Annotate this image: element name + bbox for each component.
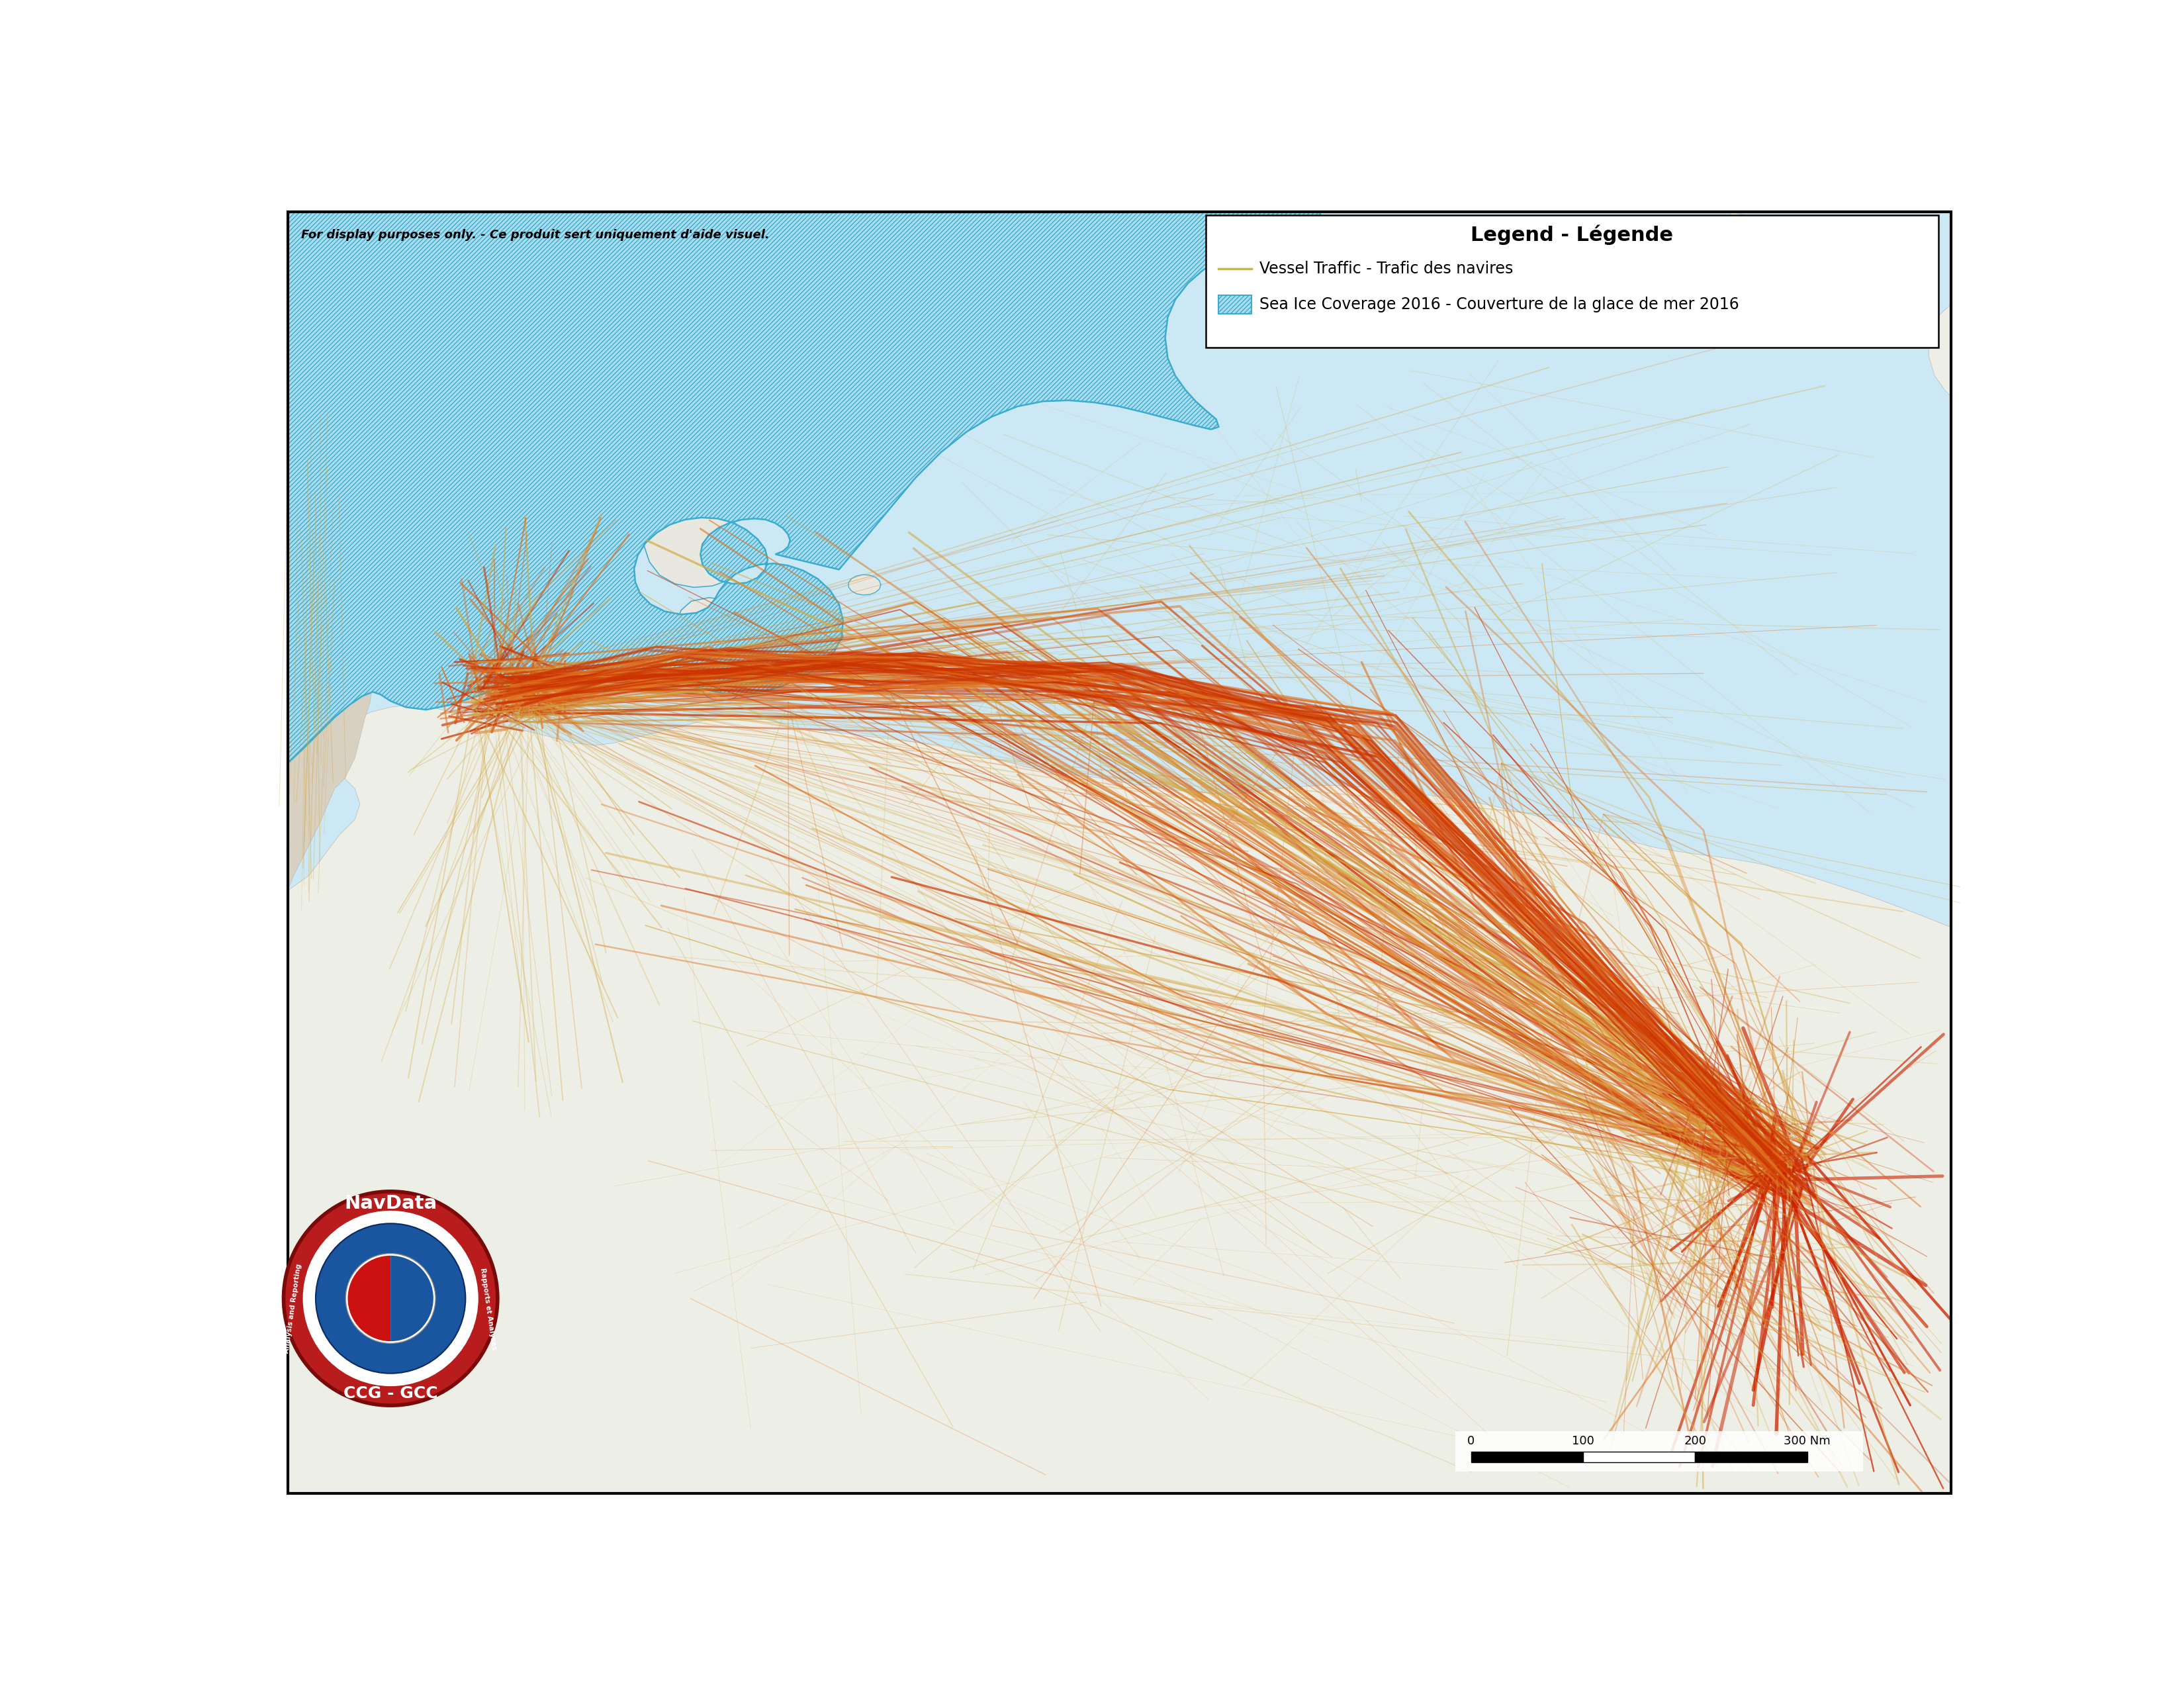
Circle shape [304, 1210, 478, 1386]
Text: 100: 100 [1572, 1435, 1594, 1447]
Text: 300 Nm: 300 Nm [1784, 1435, 1830, 1447]
Text: Analysis and Reporting: Analysis and Reporting [284, 1263, 304, 1354]
Bar [1583, 1452, 1695, 1462]
Polygon shape [288, 704, 1950, 1494]
Polygon shape [1928, 304, 1950, 397]
Polygon shape [1896, 295, 1924, 314]
Polygon shape [701, 672, 743, 701]
Text: NavData: NavData [345, 1193, 437, 1212]
Polygon shape [288, 211, 345, 662]
Polygon shape [644, 503, 747, 587]
Polygon shape [815, 626, 843, 645]
Bar [1206, 216, 1937, 348]
Polygon shape [675, 598, 751, 665]
Text: 200: 200 [1684, 1435, 1706, 1447]
Polygon shape [850, 574, 880, 594]
Polygon shape [618, 353, 817, 491]
Polygon shape [1867, 233, 1902, 255]
Polygon shape [819, 495, 860, 522]
Bar [1455, 1431, 1863, 1472]
Text: Sea Ice Coverage 2016 - Couverture de la glace de mer 2016: Sea Ice Coverage 2016 - Couverture de la… [1260, 297, 1738, 312]
Polygon shape [747, 662, 778, 682]
Circle shape [317, 1224, 465, 1374]
Polygon shape [288, 211, 1321, 763]
Text: 0: 0 [1468, 1435, 1474, 1447]
Text: Legend - Légende: Legend - Légende [1470, 225, 1673, 245]
Wedge shape [391, 1256, 432, 1342]
Polygon shape [288, 648, 373, 891]
Bar [1695, 1452, 1808, 1462]
Polygon shape [1706, 211, 1802, 299]
Bar [1219, 295, 1251, 314]
Polygon shape [771, 635, 806, 657]
Text: For display purposes only. - Ce produit sert uniquement d'aide visuel.: For display purposes only. - Ce produit … [301, 230, 769, 241]
Text: CCG - GCC: CCG - GCC [343, 1386, 437, 1401]
Polygon shape [633, 241, 871, 300]
Bar [1472, 1452, 1583, 1462]
Circle shape [345, 1254, 435, 1344]
Text: Rapports et Analyses: Rapports et Analyses [478, 1268, 498, 1350]
Wedge shape [347, 1256, 391, 1342]
Circle shape [284, 1192, 498, 1406]
Polygon shape [1811, 253, 1856, 284]
Polygon shape [544, 550, 572, 569]
Polygon shape [568, 598, 603, 623]
Text: Vessel Traffic - Trafic des navires: Vessel Traffic - Trafic des navires [1260, 262, 1514, 277]
